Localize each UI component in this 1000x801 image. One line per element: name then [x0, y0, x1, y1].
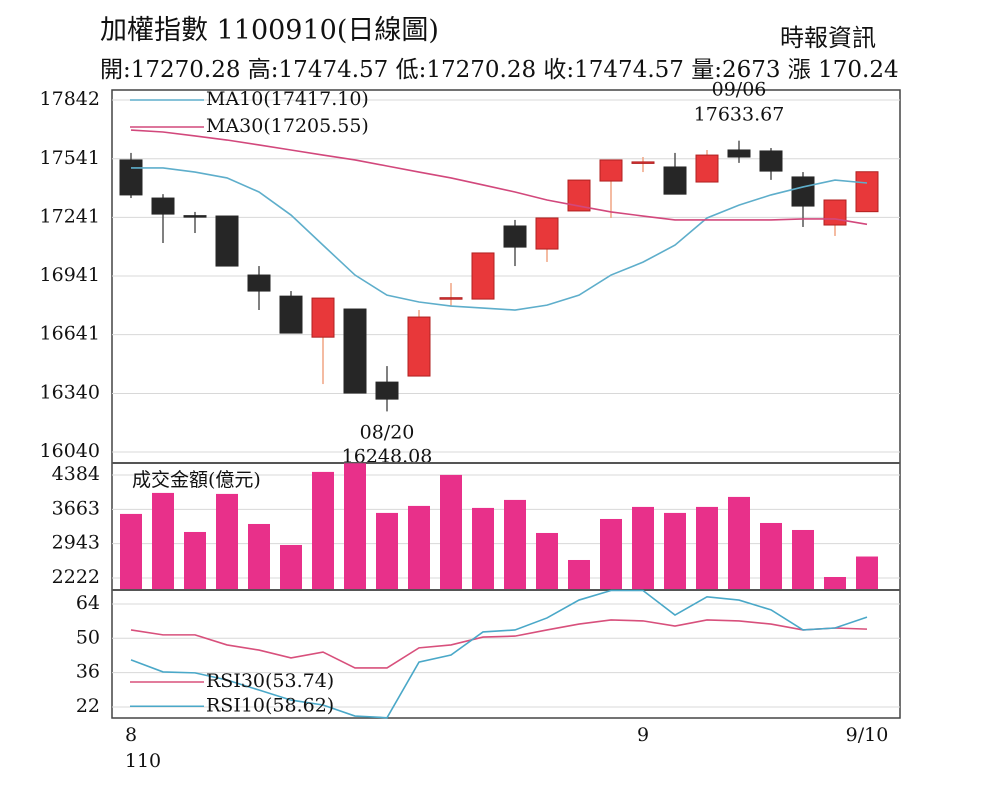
bar: [312, 471, 334, 590]
y-tick-label: 50: [76, 626, 100, 648]
y-tick-label: 64: [76, 592, 100, 614]
bar: [280, 544, 302, 590]
bar: [152, 492, 174, 590]
y-tick-label: 17541: [40, 147, 100, 169]
bar: [504, 499, 526, 590]
bar: [344, 463, 366, 590]
panel-label: 成交金額(億元): [132, 469, 261, 491]
y-tick-label: 17241: [40, 205, 100, 227]
bar: [600, 518, 622, 590]
x-tick-label: 9/10: [846, 724, 889, 746]
bar: [184, 531, 206, 590]
annotation-date: 09/06: [712, 79, 767, 101]
line-series: [130, 619, 868, 669]
candle-body: [439, 297, 463, 300]
y-tick-label: 16641: [40, 323, 100, 345]
candle-body: [567, 179, 591, 212]
bar: [664, 512, 686, 590]
bar: [440, 474, 462, 590]
y-tick-label: 16040: [40, 440, 100, 462]
bar: [248, 523, 270, 590]
bar: [408, 505, 430, 590]
bar: [760, 522, 782, 590]
candle-body: [695, 154, 719, 183]
y-tick-label: 2943: [52, 532, 100, 554]
bar: [696, 506, 718, 590]
x-tick-label: 9: [637, 724, 649, 746]
source: 時報資訊: [780, 24, 876, 52]
bar: [728, 496, 750, 590]
candle-body: [375, 381, 399, 400]
bar: [376, 512, 398, 590]
line-series: [130, 589, 868, 719]
candle-body: [215, 215, 239, 267]
annotation-value: 16248.08: [342, 445, 433, 467]
y-tick-label: 36: [76, 661, 100, 683]
y-tick-label: 16941: [40, 264, 100, 286]
candle-body: [631, 161, 655, 164]
y-tick-label: 2222: [52, 566, 100, 588]
bar: [120, 513, 142, 590]
candle-body: [727, 149, 751, 158]
candle-body: [503, 225, 527, 248]
candle-body: [855, 171, 879, 213]
candle-body: [183, 215, 207, 218]
candle-body: [119, 159, 143, 196]
y-tick-label: 3663: [52, 497, 100, 519]
y-tick-label: 16340: [40, 381, 100, 403]
candle-body: [791, 176, 815, 207]
y-tick-label: 4384: [52, 463, 100, 485]
x-tick-label: 8: [125, 724, 137, 746]
legend-label: MA10(17417.10): [206, 88, 369, 110]
bar: [536, 532, 558, 590]
bar: [472, 507, 494, 590]
candle-body: [151, 197, 175, 215]
candle-body: [471, 252, 495, 300]
candle-body: [535, 217, 559, 250]
legend-label: MA30(17205.55): [206, 115, 369, 137]
x-year-label: 110: [125, 750, 161, 772]
title: 加權指數 1100910(日線圖): [100, 15, 439, 46]
candle-body: [823, 199, 847, 226]
line-series: [131, 167, 868, 311]
annotation-value: 17633.67: [694, 104, 785, 126]
bar: [632, 506, 654, 590]
candle-body: [311, 297, 335, 338]
candle-body: [279, 295, 303, 334]
candle-body: [663, 166, 687, 195]
bar: [216, 493, 238, 590]
candle-body: [247, 274, 271, 292]
candle-body: [759, 150, 783, 172]
annotation-date: 08/20: [360, 421, 415, 443]
bar: [856, 556, 878, 590]
bar: [568, 559, 590, 590]
line-series: [130, 129, 868, 226]
legend-label: RSI10(58.62): [206, 694, 334, 716]
candle-body: [407, 316, 431, 377]
candle-body: [599, 159, 623, 182]
candle-body: [343, 308, 367, 394]
legend-label: RSI30(53.74): [206, 670, 334, 692]
bar: [792, 529, 814, 590]
y-tick-label: 17842: [40, 88, 100, 110]
plot-frame: [111, 89, 901, 719]
bar: [824, 576, 846, 590]
y-tick-label: 22: [76, 695, 100, 717]
summary: 開:17270.28 高:17474.57 低:17270.28 收:17474…: [100, 57, 899, 83]
